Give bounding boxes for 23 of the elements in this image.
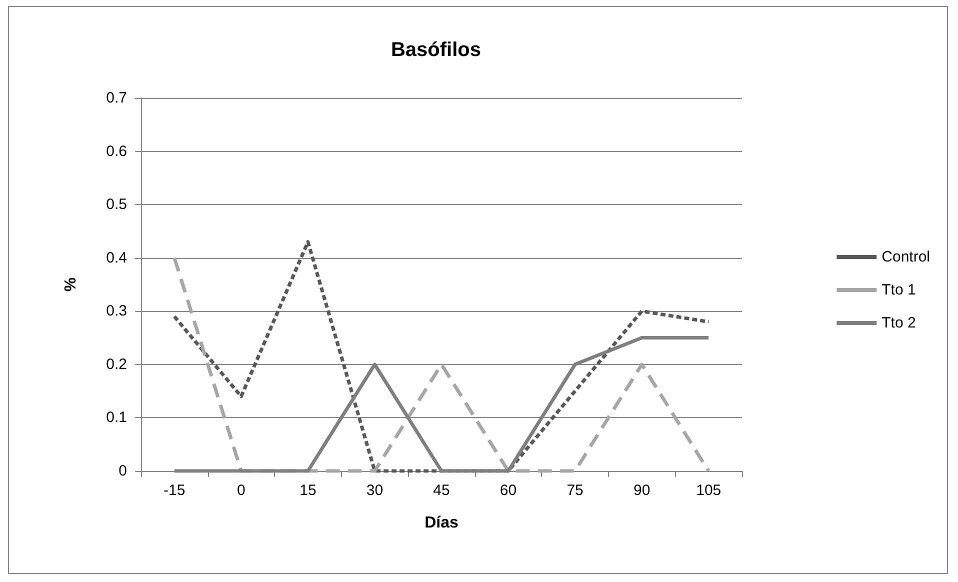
y-tick-label: 0.6 [106, 142, 127, 160]
y-tick-label: 0.5 [106, 196, 127, 214]
x-tick-label: 75 [566, 482, 584, 499]
y-tick-label: 0.7 [106, 90, 127, 106]
x-tick-label: 0 [236, 482, 246, 499]
x-tick-label: 90 [633, 482, 650, 499]
legend-label: Control [882, 248, 930, 266]
x-tick-label: 105 [696, 482, 722, 499]
x-tick-label: -15 [164, 482, 186, 499]
y-tick-label: 0 [118, 462, 127, 480]
x-tick-label: 45 [433, 482, 450, 499]
x-tick-label: 60 [500, 482, 517, 499]
chart-title: Basófilos [390, 39, 482, 61]
x-axis-title: Días [424, 514, 458, 532]
legend-label: Tto 1 [882, 282, 916, 298]
y-tick-label: 0.2 [106, 356, 127, 373]
y-tick-label: 0.3 [106, 302, 127, 320]
y-tick-label: 0.1 [106, 409, 127, 426]
y-axis-title: % [62, 277, 80, 292]
y-tick-label: 0.4 [106, 249, 127, 266]
legend-label: Tto 2 [882, 314, 916, 332]
x-tick-label: 15 [300, 482, 316, 499]
x-tick-label: 30 [366, 482, 384, 499]
